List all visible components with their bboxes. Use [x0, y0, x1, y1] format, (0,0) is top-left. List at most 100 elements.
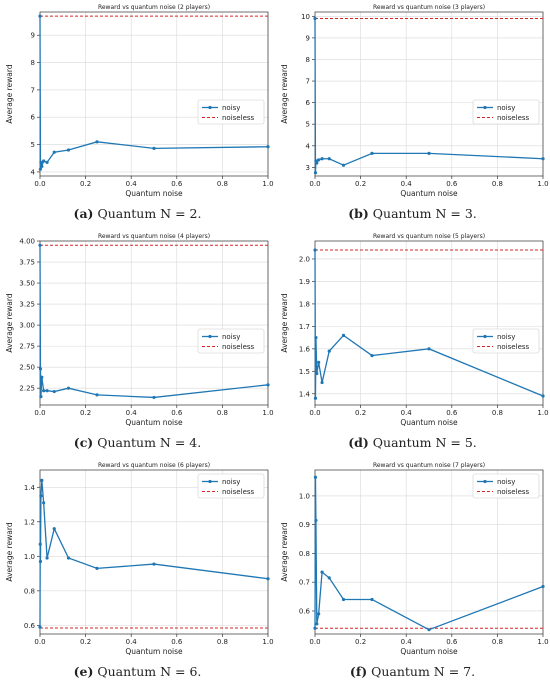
y-tick-label-0: 0.6	[299, 607, 311, 615]
caption-b-label: (b)	[348, 206, 369, 221]
chart-a-title: Reward vs quantum noise (2 players)	[98, 4, 210, 11]
caption-f-text: Quantum N = 7.	[367, 664, 476, 679]
x-tick-label-2: 0.4	[126, 638, 138, 646]
data-point-1	[313, 396, 318, 400]
y-tick-label-3: 1.7	[299, 323, 310, 331]
y-tick-label-4: 1.4	[24, 484, 36, 492]
y-tick-label-1: 0.7	[299, 579, 310, 587]
chart-b-title: Reward vs quantum noise (3 players)	[373, 4, 485, 11]
legend-noisy-label: noisy	[497, 478, 515, 486]
data-point-0	[313, 16, 317, 21]
chart-b-grid	[314, 12, 544, 176]
x-tick-label-4: 0.8	[217, 409, 228, 417]
y-tick-label-6: 9	[306, 34, 310, 42]
x-tick-label-0: 0.0	[309, 638, 320, 646]
y-tick-label-4: 1.8	[299, 300, 310, 308]
data-point-7	[52, 527, 56, 531]
data-point-1	[38, 167, 43, 171]
legend-noisy-marker	[483, 334, 487, 339]
y-tick-label-2: 6	[31, 114, 36, 122]
legend-noiseless-label: noiseless	[497, 488, 530, 496]
chart-b-ylabel: Average reward	[280, 64, 289, 123]
data-point-3	[40, 164, 44, 169]
chart-f-svg: Reward vs quantum noise (7 players) 0.0 0.…	[280, 462, 549, 656]
chart-d-title: Reward vs quantum noise (5 players)	[373, 233, 485, 240]
caption-c-text: Quantum N = 4.	[93, 435, 202, 450]
chart-c-legend: noisy noiseless	[197, 328, 265, 354]
legend-noisy-marker	[208, 105, 212, 110]
data-point-2	[39, 394, 43, 399]
data-point-10	[541, 157, 545, 161]
caption-a-text: Quantum N = 2.	[93, 206, 202, 221]
caption-e-text: Quantum N = 6.	[93, 664, 202, 679]
data-point-3	[315, 161, 319, 165]
series-noisy-line	[314, 18, 544, 173]
caption-c-label: (c)	[73, 435, 94, 450]
y-tick-label-2: 2.75	[19, 343, 35, 351]
caption-e: (e) Quantum N = 6.	[0, 664, 275, 679]
y-tick-label-5: 9	[31, 32, 35, 40]
caption-d-text: Quantum N = 5.	[368, 435, 477, 450]
series-noisy-line	[39, 16, 269, 170]
caption-a: (a) Quantum N = 2.	[0, 206, 275, 221]
data-point-11	[266, 577, 270, 581]
x-tick-label-2: 0.4	[401, 180, 413, 188]
x-tick-label-0: 0.0	[34, 638, 45, 646]
data-point-9	[427, 628, 431, 632]
data-point-4	[40, 478, 44, 482]
data-point-7	[341, 163, 346, 167]
chart-c-frame	[39, 240, 269, 406]
y-tick-label-0: 4	[31, 168, 36, 176]
chart-c-xlabel: Quantum noise	[125, 418, 183, 427]
x-tick-label-0: 0.0	[309, 409, 320, 417]
y-tick-label-3: 1.2	[24, 518, 35, 526]
data-point-9	[427, 347, 431, 351]
chart-e-xlabel: Quantum noise	[125, 647, 183, 656]
caption-f-label: (f)	[349, 664, 368, 679]
x-tick-label-5: 1.0	[262, 180, 273, 188]
y-tick-label-2: 0.8	[299, 550, 310, 558]
y-tick-label-0: 0.6	[24, 622, 36, 630]
x-tick-label-2: 0.4	[126, 409, 138, 417]
data-point-3	[39, 494, 43, 498]
x-tick-label-3: 0.6	[171, 638, 183, 646]
data-point-6	[327, 157, 331, 161]
y-tick-label-1: 0.8	[24, 587, 35, 595]
chart-f-xlabel: Quantum noise	[400, 647, 458, 656]
data-point-9	[95, 566, 99, 570]
series-noisy-line	[39, 480, 269, 628]
caption-f: (f) Quantum N = 7.	[275, 664, 550, 679]
x-tick-label-3: 0.6	[171, 409, 183, 417]
y-tick-label-0: 3	[306, 164, 310, 172]
y-tick-label-7: 4.00	[19, 238, 35, 246]
y-tick-label-0: 2.25	[19, 385, 35, 393]
data-point-8	[95, 140, 99, 144]
caption-e-label: (e)	[73, 664, 94, 679]
caption-d-label: (d)	[348, 435, 369, 450]
y-tick-label-1: 2.50	[19, 364, 35, 372]
x-tick-label-2: 0.4	[126, 180, 138, 188]
data-point-8	[370, 597, 374, 602]
data-point-1	[313, 171, 318, 175]
chart-b-frame	[314, 11, 544, 177]
y-tick-label-5: 8	[306, 56, 310, 64]
data-point-8	[66, 556, 71, 560]
data-point-0	[313, 626, 317, 630]
chart-b-legend: noisy noiseless	[472, 99, 540, 125]
x-tick-label-5: 1.0	[537, 180, 548, 188]
x-tick-label-3: 0.6	[446, 638, 458, 646]
data-point-0	[38, 243, 42, 247]
chart-panel-b: Reward vs quantum noise (3 players) 0.0 0.…	[275, 0, 550, 229]
x-tick-label-1: 0.2	[355, 180, 366, 188]
chart-panel-e: Reward vs quantum noise (6 players) 0.0 0.…	[0, 458, 275, 687]
chart-d-ylabel: Average reward	[280, 293, 289, 352]
chart-e-legend: noisy noiseless	[197, 473, 265, 499]
chart-c-svg: Reward vs quantum noise (4 players) 0.0 0.…	[5, 233, 274, 427]
data-point-5	[42, 501, 46, 505]
x-tick-label-5: 1.0	[262, 409, 273, 417]
chart-d-frame	[314, 240, 544, 406]
y-tick-label-4: 1.0	[299, 492, 310, 500]
data-point-3	[40, 375, 44, 379]
x-tick-label-4: 0.8	[492, 180, 503, 188]
y-tick-label-0: 1.4	[299, 390, 311, 398]
